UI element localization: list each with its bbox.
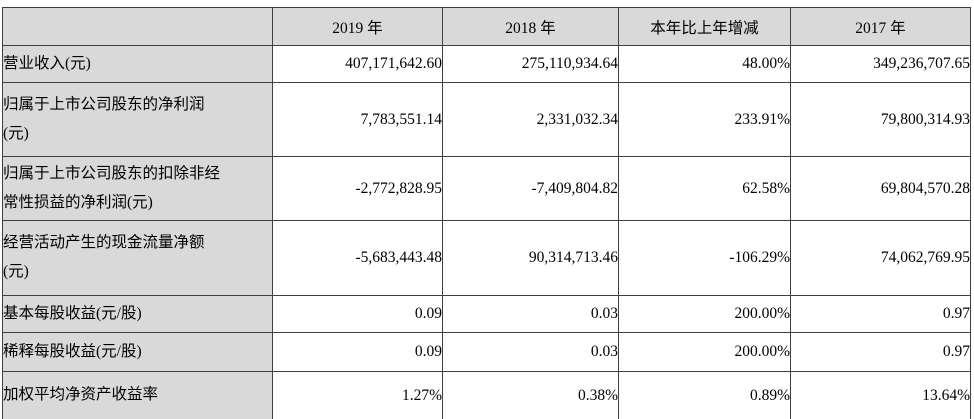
cell-value-yoy-change: 233.91%	[618, 82, 791, 157]
table-row: 稀释每股收益(元/股) 0.09 0.03 200.00% 0.97	[2, 332, 971, 372]
cell-value-2019: 0.09	[272, 332, 443, 372]
table-body: 营业收入(元) 407,171,642.60 275,110,934.64 48…	[2, 45, 971, 419]
cell-value-2018: 0.03	[442, 332, 619, 372]
cell-value-2018: 2,331,032.34	[442, 82, 619, 157]
table-row: 归属于上市公司股东的扣除非经 常性损益的净利润(元) -2,772,828.95…	[2, 156, 971, 221]
column-header-yoy-change: 本年比上年增减	[618, 7, 791, 46]
row-label: 归属于上市公司股东的净利润 (元)	[2, 82, 273, 157]
cell-value-yoy-change: 200.00%	[618, 295, 791, 333]
row-label: 营业收入(元)	[2, 45, 273, 83]
column-header-2019: 2019 年	[272, 7, 443, 46]
row-label: 加权平均净资产收益率	[2, 371, 273, 419]
cell-value-2017: 349,236,707.65	[790, 45, 971, 83]
row-label: 经营活动产生的现金流量净额 (元)	[2, 220, 273, 296]
cell-value-2017: 79,800,314.93	[790, 82, 971, 157]
cell-value-2017: 0.97	[790, 332, 971, 372]
cell-value-2017: 69,804,570.28	[790, 156, 971, 221]
cell-value-2019: 407,171,642.60	[272, 45, 443, 83]
header-row: 2019 年 2018 年 本年比上年增减 2017 年	[2, 7, 971, 46]
table-row: 基本每股收益(元/股) 0.09 0.03 200.00% 0.97	[2, 295, 971, 333]
cell-value-2019: 7,783,551.14	[272, 82, 443, 157]
row-label: 稀释每股收益(元/股)	[2, 332, 273, 372]
cell-value-2019: -5,683,443.48	[272, 220, 443, 296]
cell-value-2018: 90,314,713.46	[442, 220, 619, 296]
table-row: 加权平均净资产收益率 1.27% 0.38% 0.89% 13.64%	[2, 371, 971, 419]
cell-value-2018: -7,409,804.82	[442, 156, 619, 221]
cell-value-2019: -2,772,828.95	[272, 156, 443, 221]
table-row: 营业收入(元) 407,171,642.60 275,110,934.64 48…	[2, 45, 971, 83]
cell-value-2018: 275,110,934.64	[442, 45, 619, 83]
table-row: 归属于上市公司股东的净利润 (元) 7,783,551.14 2,331,032…	[2, 82, 971, 157]
cell-value-yoy-change: 48.00%	[618, 45, 791, 83]
column-header-2017: 2017 年	[790, 7, 971, 46]
financial-summary-table: 2019 年 2018 年 本年比上年增减 2017 年 营业收入(元) 407…	[2, 7, 971, 419]
row-label: 归属于上市公司股东的扣除非经 常性损益的净利润(元)	[2, 156, 273, 221]
cell-value-2019: 1.27%	[272, 371, 443, 419]
cell-value-yoy-change: 200.00%	[618, 332, 791, 372]
table-row: 经营活动产生的现金流量净额 (元) -5,683,443.48 90,314,7…	[2, 220, 971, 296]
corner-cell	[2, 7, 273, 46]
column-header-2018: 2018 年	[442, 7, 619, 46]
row-label: 基本每股收益(元/股)	[2, 295, 273, 333]
cell-value-yoy-change: -106.29%	[618, 220, 791, 296]
cell-value-2017: 0.97	[790, 295, 971, 333]
cell-value-2019: 0.09	[272, 295, 443, 333]
cell-value-2018: 0.38%	[442, 371, 619, 419]
cell-value-2018: 0.03	[442, 295, 619, 333]
cell-value-2017: 74,062,769.95	[790, 220, 971, 296]
cell-value-yoy-change: 0.89%	[618, 371, 791, 419]
cell-value-2017: 13.64%	[790, 371, 971, 419]
cell-value-yoy-change: 62.58%	[618, 156, 791, 221]
